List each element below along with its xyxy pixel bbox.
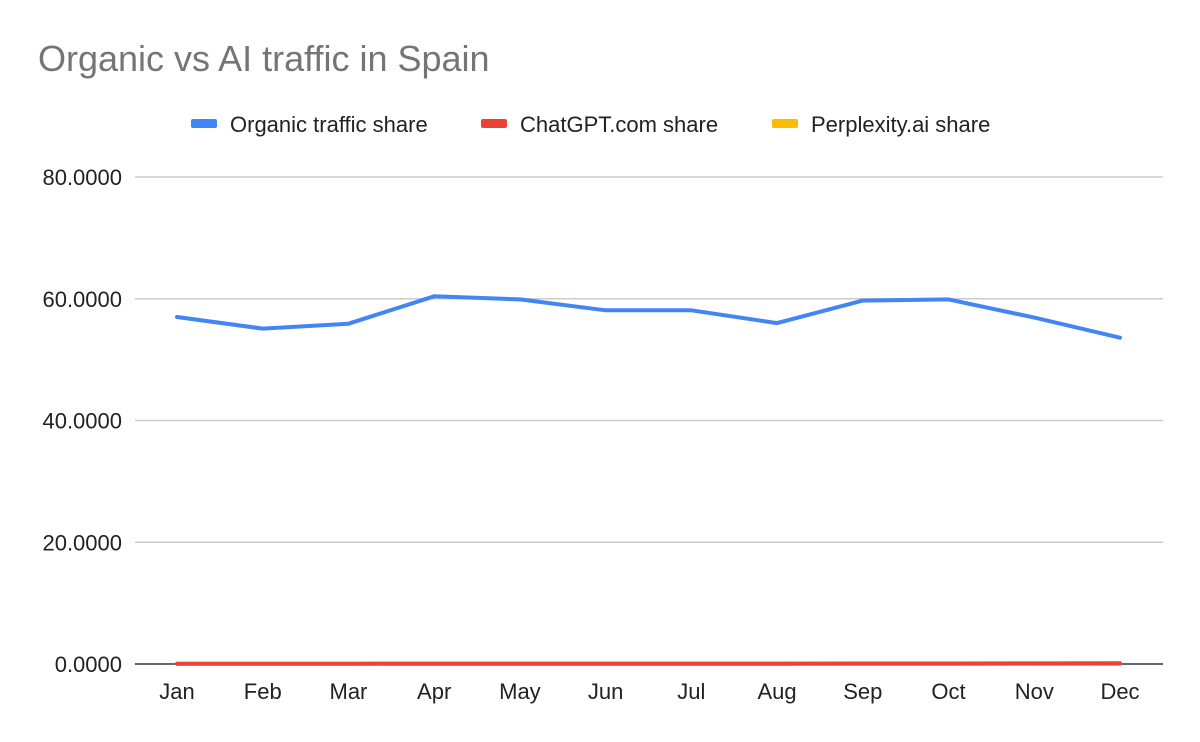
y-tick-label: 80.0000 bbox=[42, 165, 122, 190]
x-tick-label: Feb bbox=[244, 679, 282, 704]
x-tick-label: May bbox=[499, 679, 541, 704]
x-axis: Jan Feb Mar Apr May Jun Jul Aug Sep Oct Nov Dec bbox=[135, 663, 1163, 704]
legend-item: ChatGPT.com share bbox=[481, 112, 718, 137]
legend-label: ChatGPT.com share bbox=[520, 112, 718, 137]
x-tick-label: Mar bbox=[330, 679, 368, 704]
chart-title: Organic vs AI traffic in Spain bbox=[38, 38, 490, 79]
x-tick-label: Jun bbox=[588, 679, 623, 704]
x-tick-label: Nov bbox=[1015, 679, 1054, 704]
legend-item: Perplexity.ai share bbox=[772, 112, 990, 137]
legend-item: Organic traffic share bbox=[191, 112, 428, 137]
x-tick-label: Jul bbox=[677, 679, 705, 704]
series-line-organic-traffic-share bbox=[175, 294, 1122, 340]
legend-swatch bbox=[772, 119, 798, 128]
legend-label: Perplexity.ai share bbox=[811, 112, 990, 137]
legend: Organic traffic share ChatGPT.com share Pe… bbox=[191, 112, 990, 137]
y-tick-label: 40.0000 bbox=[42, 409, 122, 434]
legend-swatch bbox=[481, 119, 507, 128]
legend-label: Organic traffic share bbox=[230, 112, 428, 137]
y-tick-label: 20.0000 bbox=[42, 530, 122, 555]
x-tick-label: Dec bbox=[1100, 679, 1139, 704]
x-tick-label: Aug bbox=[758, 679, 797, 704]
x-tick-label: Apr bbox=[417, 679, 451, 704]
x-tick-label: Jan bbox=[159, 679, 194, 704]
x-tick-label: Sep bbox=[843, 679, 882, 704]
y-axis: 0.0000 20.0000 40.0000 60.0000 80.0000 bbox=[42, 165, 122, 677]
gridlines bbox=[135, 176, 1163, 543]
x-tick-label: Oct bbox=[931, 679, 965, 704]
y-tick-label: 60.0000 bbox=[42, 287, 122, 312]
y-tick-label: 0.0000 bbox=[55, 652, 122, 677]
legend-swatch bbox=[191, 119, 217, 128]
series bbox=[175, 294, 1122, 666]
